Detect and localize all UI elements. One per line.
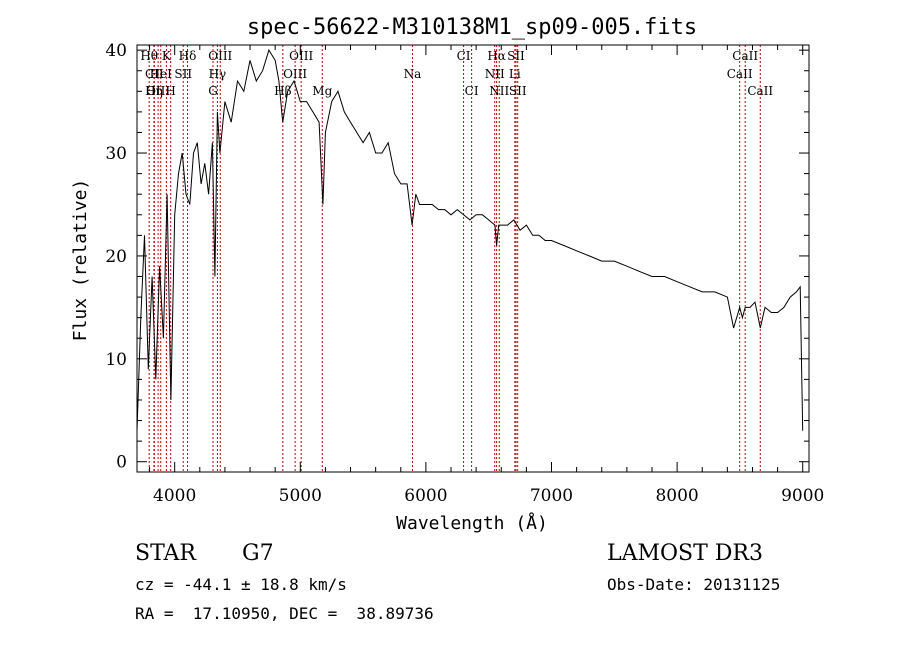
spectral-line-label: NII	[489, 84, 509, 98]
spectral-line-label: CaII	[727, 67, 753, 81]
x-tick-label: 9000	[781, 486, 824, 506]
spectral-line-labels: Hθ CII OIII K HeI Hη H SII Hδ OIII Hγ G Hβ OIII OIII Mg…	[140, 49, 773, 98]
y-tick-label: 20	[105, 247, 127, 267]
spectral-line-label: SII	[507, 49, 525, 63]
spectral-line-label: Mg	[312, 84, 332, 98]
spectral-line-label: Hβ	[274, 84, 291, 98]
y-tick-label: 10	[105, 350, 127, 370]
spectral-line-label: HeI	[150, 67, 173, 81]
spectral-line-label: CI	[465, 84, 479, 98]
redshift-value: cz = -44.1 ± 18.8 km/s	[135, 575, 347, 594]
x-tick-label: 4000	[153, 486, 196, 506]
survey-label: LAMOST DR3	[607, 541, 763, 566]
spectral-line-label: SII	[509, 84, 527, 98]
y-axis-label: Flux (relative)	[70, 179, 91, 342]
spectral-line-label: H	[165, 84, 175, 98]
y-tick-label: 40	[105, 41, 127, 61]
spectral-line-label: Hγ	[209, 67, 227, 81]
x-axis-ticks: 4000 5000 6000 7000 8000 9000	[149, 45, 824, 506]
obs-date: Obs-Date: 20131125	[607, 575, 780, 594]
spectral-line-label: NII	[485, 67, 505, 81]
spectral-line-label: Na	[404, 67, 422, 81]
x-axis-label: Wavelength (Å)	[396, 512, 548, 534]
spectral-line-label: Hθ	[140, 49, 158, 63]
x-tick-label: 6000	[404, 486, 447, 506]
x-tick-label: 7000	[530, 486, 573, 506]
spectral-line-label: CI	[457, 49, 471, 63]
object-class: STAR	[135, 541, 197, 566]
spectral-line-label: OIII	[208, 49, 232, 63]
spectral-line-label: OIII	[283, 67, 307, 81]
y-axis-ticks: 0 10 20 30 40	[105, 41, 809, 473]
x-tick-label: 8000	[655, 486, 698, 506]
x-tick-label: 5000	[279, 486, 322, 506]
spectral-line-markers	[148, 45, 761, 472]
coordinates: RA = 17.10950, DEC = 38.89736	[135, 604, 434, 623]
spectral-line-label: Hη	[145, 84, 163, 98]
spectral-line-label: SII	[174, 67, 192, 81]
spectral-line-label: CaII	[747, 84, 773, 98]
flux-series-line	[136, 48, 804, 431]
y-tick-label: 30	[105, 144, 127, 164]
spectral-line-label: K	[162, 49, 172, 63]
spectral-line-label: Hα	[487, 49, 506, 63]
spectral-line-label: Hδ	[179, 49, 197, 63]
spectral-line-label: G	[208, 84, 218, 98]
spectral-line-label: OIII	[289, 49, 313, 63]
chart-title: spec-56622-M310138M1_sp09-005.fits	[247, 15, 697, 40]
spectral-line-label: OIII	[146, 84, 170, 98]
object-subclass: G7	[242, 541, 274, 566]
y-tick-label: 0	[116, 453, 127, 473]
spectral-line-label: CaII	[732, 49, 758, 63]
spectral-line-label: Li	[509, 67, 521, 81]
plot-frame	[136, 44, 810, 473]
spectral-line-label: CII	[145, 67, 164, 81]
